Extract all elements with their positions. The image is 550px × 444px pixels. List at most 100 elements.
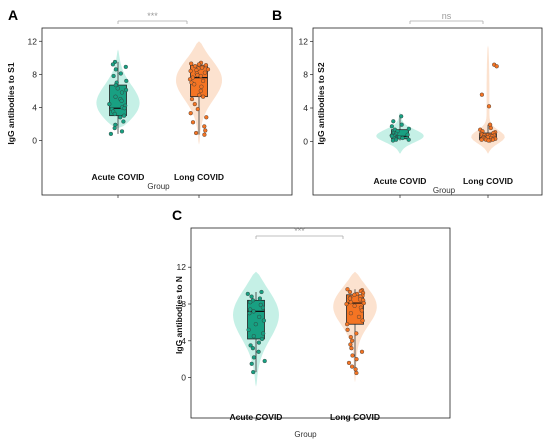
data-point <box>249 294 254 299</box>
data-point <box>260 305 265 310</box>
data-point <box>204 115 209 120</box>
data-point <box>345 287 350 292</box>
data-point <box>248 300 253 305</box>
y-axis-label: IgG antibodies to S2 <box>316 62 326 144</box>
significance-bracket: *** <box>117 11 188 24</box>
y-tick-label: 4 <box>303 103 308 113</box>
data-point <box>118 115 123 120</box>
y-tick-label: 0 <box>303 136 308 146</box>
data-point <box>123 87 129 93</box>
data-point <box>389 124 394 129</box>
data-point <box>123 64 128 69</box>
data-point <box>256 340 261 345</box>
data-point <box>354 357 359 362</box>
data-point <box>261 318 266 323</box>
data-point <box>195 106 200 112</box>
data-point <box>352 292 357 297</box>
data-point <box>348 342 353 347</box>
data-point <box>248 343 253 348</box>
data-point <box>197 92 202 98</box>
data-point <box>256 349 261 354</box>
x-axis-label: Group <box>147 182 170 191</box>
data-point <box>118 71 123 76</box>
data-point <box>360 318 365 323</box>
data-point <box>346 360 352 365</box>
data-point <box>112 111 117 117</box>
data-point <box>257 296 262 301</box>
data-point <box>199 84 204 89</box>
data-point <box>192 101 197 107</box>
data-point <box>354 370 359 376</box>
data-point <box>247 311 252 316</box>
data-point <box>262 358 267 364</box>
x-tick-label: Acute COVID <box>374 176 427 186</box>
data-point <box>251 334 256 339</box>
data-point <box>248 307 253 312</box>
plot-frame <box>312 27 543 196</box>
data-point <box>196 62 202 67</box>
data-point <box>345 327 350 332</box>
data-point <box>108 131 113 136</box>
y-tick-label: 0 <box>32 135 37 145</box>
data-point <box>350 353 355 358</box>
data-point <box>111 73 116 79</box>
data-point <box>258 302 263 307</box>
data-point <box>190 120 196 125</box>
y-tick-label: 0 <box>181 373 186 383</box>
data-point <box>249 361 254 366</box>
x-axis-label: Group <box>433 186 456 195</box>
data-point <box>113 67 118 72</box>
data-point <box>201 94 206 99</box>
data-point <box>112 126 117 131</box>
data-point <box>359 308 364 313</box>
panel-label: A <box>8 7 18 23</box>
data-point <box>203 128 208 133</box>
y-tick-label: 12 <box>28 36 38 46</box>
plot-frame <box>190 227 451 419</box>
data-point <box>188 111 193 116</box>
series-long <box>176 41 222 145</box>
data-point <box>353 367 358 372</box>
panel-A: A 0 4 8 12 IgG antibodies to S1 Acute COVID Lon… <box>6 7 293 198</box>
data-point <box>189 96 195 102</box>
data-point <box>259 336 265 342</box>
data-point <box>486 104 492 109</box>
data-point <box>361 301 366 306</box>
x-tick-label: Long COVID <box>330 412 380 422</box>
data-point <box>202 70 207 75</box>
data-point <box>479 92 484 97</box>
data-point <box>121 113 127 118</box>
data-point <box>486 138 491 143</box>
data-point <box>253 322 258 327</box>
data-point <box>198 73 203 79</box>
y-axis-label: IgG antibodies to S1 <box>6 62 16 144</box>
data-point <box>406 137 411 142</box>
data-point <box>121 119 126 124</box>
significance-label: *** <box>294 226 305 236</box>
data-point <box>350 338 355 343</box>
panel-B: B 0 4 8 12 IgG antibodies to S2 Acute COVID Lon… <box>272 7 543 198</box>
y-tick-label: 8 <box>181 299 186 309</box>
data-point <box>359 349 365 354</box>
data-point <box>115 86 120 91</box>
data-point <box>349 346 354 351</box>
data-point <box>188 68 193 74</box>
data-point <box>344 301 349 307</box>
series-acute <box>233 271 279 387</box>
significance-label: ns <box>442 11 452 21</box>
violin <box>471 45 505 154</box>
data-point <box>195 73 200 78</box>
y-tick-label: 8 <box>32 69 37 79</box>
data-point <box>113 82 118 88</box>
y-tick-label: 12 <box>177 262 187 272</box>
x-tick-label: Long COVID <box>463 176 513 186</box>
data-point <box>257 314 262 319</box>
y-axis-label: IgG antibodies to N <box>174 276 184 354</box>
x-axis-label: Group <box>294 430 317 439</box>
panel-label: C <box>172 207 182 223</box>
data-point <box>119 98 124 103</box>
data-point <box>356 314 362 319</box>
significance-bracket: ns <box>409 11 484 24</box>
data-point <box>198 88 203 93</box>
